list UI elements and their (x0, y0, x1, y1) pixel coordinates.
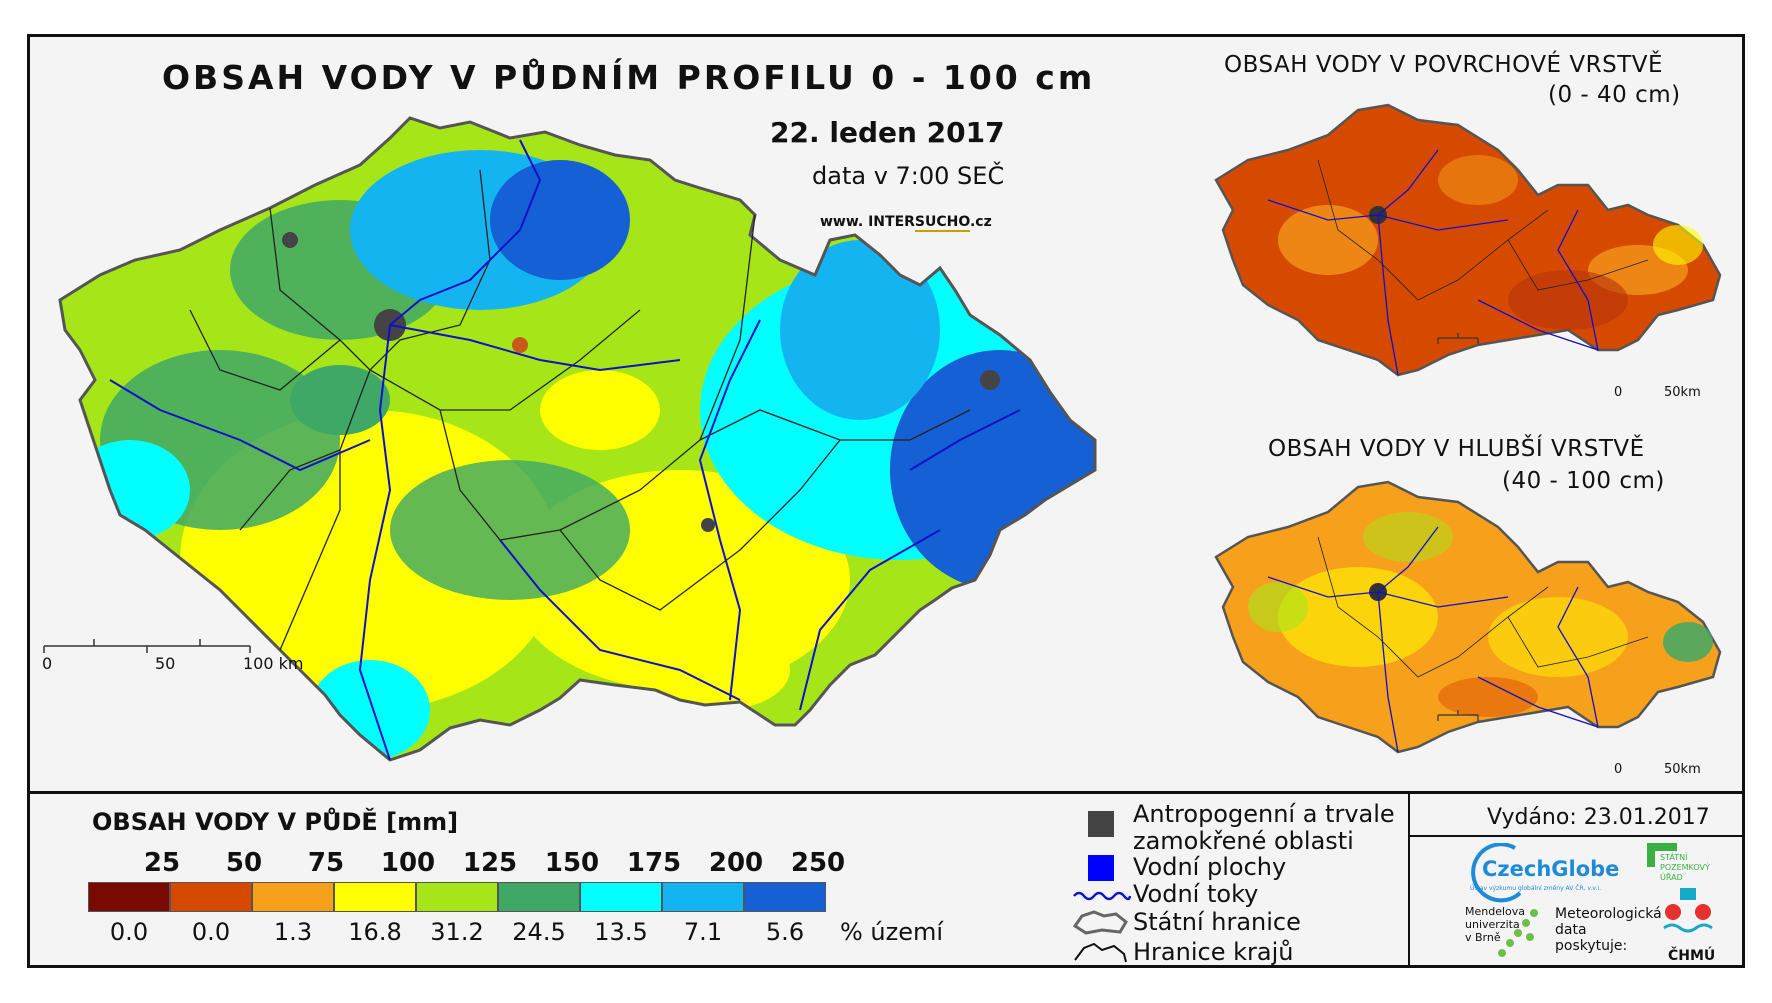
legend-state-border: Státní hranice (1133, 908, 1301, 936)
legend-percentage: 1.3 (273, 918, 313, 946)
scale-label: 100 km (243, 654, 304, 673)
czechglobe-subtitle: Ústav výzkumu globální změny AV ČR, v.v.… (1470, 885, 1601, 892)
anthropogenic-area-icon (1088, 811, 1114, 837)
legend-anthropogenic-label-2: zamokřené oblasti (1133, 827, 1354, 855)
legend-title: OBSAH VODY V PŮDĚ [mm] (92, 808, 459, 836)
spu-logo-icon (1647, 843, 1677, 851)
issued-date: Vydáno: 23.01.2017 (1487, 805, 1710, 830)
legend-threshold: 175 (626, 848, 682, 878)
chmu-logo-icon (1663, 888, 1713, 933)
czechglobe-logo: CzechGlobe (1482, 857, 1620, 881)
legend-swatch (744, 882, 826, 912)
legend-percentage: 13.5 (594, 918, 648, 946)
scale-label: 0 (1614, 385, 1623, 400)
legend-threshold: 150 (544, 848, 600, 878)
divider (1408, 793, 1410, 968)
mendelu-logo: Mendelova univerzita v Brně (1465, 905, 1526, 944)
state-border-icon (1072, 910, 1128, 935)
scale-label: 0 (1614, 762, 1623, 777)
legend-unit: % území (840, 918, 944, 946)
legend-percentage: 24.5 (512, 918, 566, 946)
legend-swatch (170, 882, 252, 912)
legend-swatch (498, 882, 580, 912)
legend-threshold: 200 (708, 848, 764, 878)
inset-surface-layer-map (1214, 103, 1722, 377)
scale-label: 50km (1664, 762, 1701, 777)
spu-logo-icon-part (1647, 843, 1655, 867)
legend-percentage: 7.1 (683, 918, 723, 946)
main-soil-water-map (43, 116, 1097, 762)
legend-swatch (580, 882, 662, 912)
map-time: data v 7:00 SEČ (812, 162, 1005, 190)
legend-percentage: 0.0 (191, 918, 231, 946)
legend-threshold: 100 (380, 848, 436, 878)
legend-threshold: 50 (225, 848, 263, 878)
legend-percentage: 31.2 (430, 918, 484, 946)
legend-percentage: 0.0 (109, 918, 149, 946)
czechglobe-logo-icon (1471, 843, 1522, 903)
inset-deep-layer-map (1214, 480, 1722, 754)
scale-label: 0 (42, 654, 53, 673)
divider (27, 791, 1745, 794)
map-date: 22. leden 2017 (770, 116, 1005, 149)
mendelu-dots-icon (1498, 909, 1538, 957)
spu-logo-text: STÁTNÍ POZEMKOVÝ ÚŘAD (1660, 853, 1710, 882)
inset-bottom-title: OBSAH VODY V HLUBŠÍ VRSTVĚ (1268, 436, 1645, 462)
legend-threshold: 25 (143, 848, 181, 878)
legend-percentage: 5.6 (765, 918, 805, 946)
region-border-icon (1074, 942, 1127, 963)
legend-rivers: Vodní toky (1133, 880, 1259, 908)
map-title: OBSAH VODY V PŮDNÍM PROFILU 0 - 100 cm (162, 58, 1096, 97)
website-link[interactable]: www. INTERSUCHO.cz (820, 214, 992, 232)
legend-percentage: 16.8 (348, 918, 402, 946)
scale-label: 50km (1664, 385, 1701, 400)
legend-swatch (252, 882, 334, 912)
water-body-icon (1088, 855, 1114, 881)
legend-threshold: 250 (790, 848, 846, 878)
legend-anthropogenic-label: Antropogenní a trvale (1133, 800, 1395, 828)
legend-water-bodies: Vodní plochy (1133, 853, 1287, 881)
scale-label: 50 (155, 654, 176, 673)
legend-threshold: 125 (462, 848, 518, 878)
legend-region-border: Hranice krajů (1133, 938, 1294, 966)
legend-threshold: 75 (307, 848, 345, 878)
legend-swatch (334, 882, 416, 912)
meteo-data-provider: Meteorologická data poskytuje: (1555, 906, 1662, 954)
legend-swatch (662, 882, 744, 912)
chmu-logo: ČHMÚ (1668, 948, 1716, 964)
inset-top-subtitle: (0 - 40 cm) (1548, 82, 1681, 108)
divider (1410, 835, 1745, 837)
river-line-icon (1073, 891, 1132, 901)
inset-top-title: OBSAH VODY V POVRCHOVÉ VRSTVĚ (1224, 52, 1664, 78)
legend-swatch (416, 882, 498, 912)
inset-bottom-subtitle: (40 - 100 cm) (1502, 468, 1665, 494)
legend-swatch (88, 882, 170, 912)
